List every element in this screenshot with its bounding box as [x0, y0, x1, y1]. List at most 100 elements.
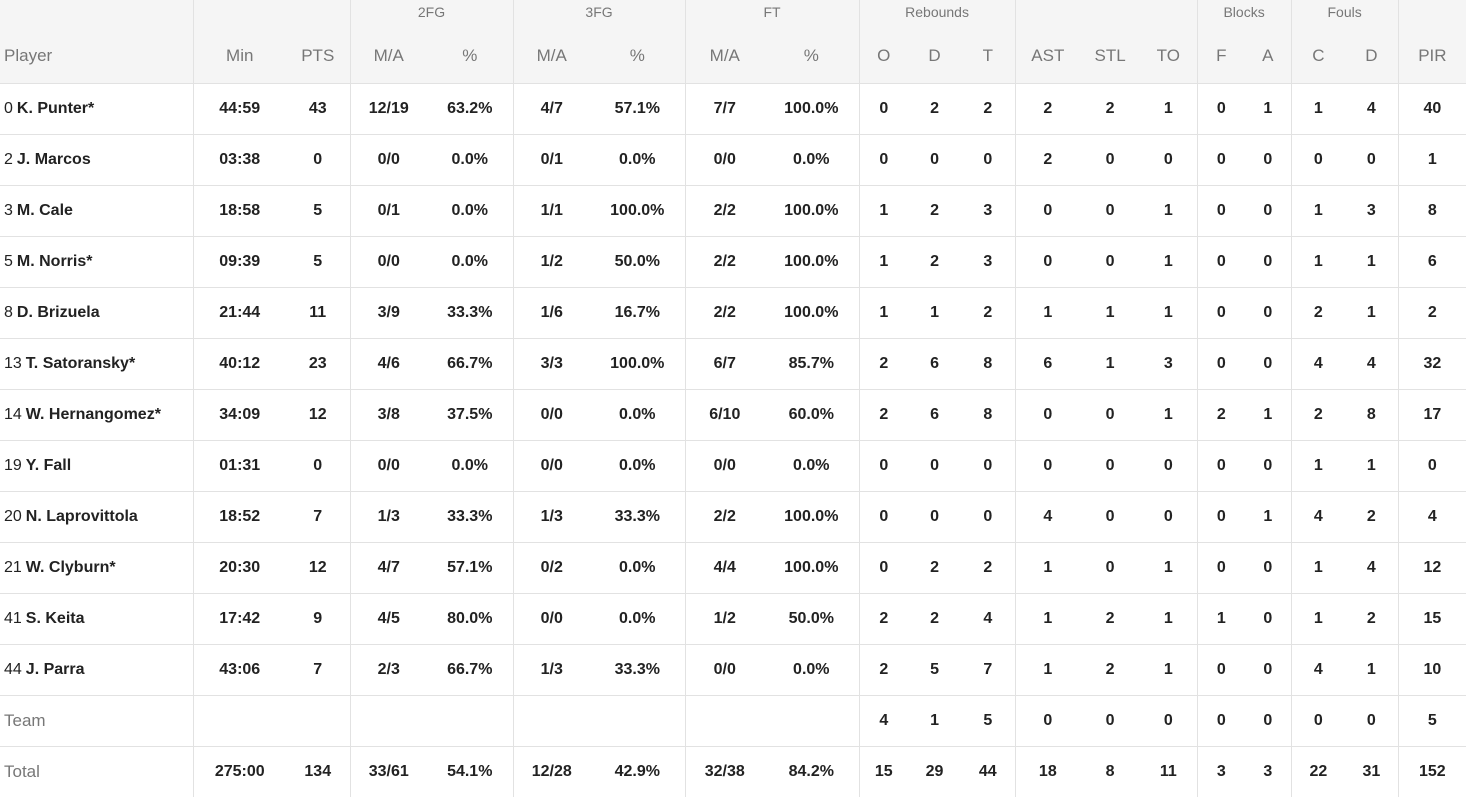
stat-stl: 2: [1080, 645, 1140, 696]
stat-reb-o: 2: [859, 594, 908, 645]
stat-ft-ma: 0/0: [685, 441, 764, 492]
stat-ft-ma: 2/2: [685, 492, 764, 543]
column-header-min[interactable]: Min: [193, 29, 286, 84]
stat-3fg-pct: 0.0%: [590, 441, 685, 492]
player-name[interactable]: M. Cale: [17, 202, 73, 219]
stat-blk-f: 0: [1197, 492, 1245, 543]
player-name[interactable]: W. Clyburn*: [26, 559, 116, 576]
stat-blk-a: 1: [1245, 390, 1291, 441]
column-header-pir[interactable]: PIR: [1398, 29, 1466, 84]
player-name[interactable]: M. Norris*: [17, 253, 93, 270]
stat-ft-pct: 100.0%: [764, 288, 859, 339]
player-number: 44: [4, 661, 22, 678]
column-header-to[interactable]: TO: [1140, 29, 1197, 84]
column-header-player[interactable]: Player: [0, 29, 193, 84]
column-header-2fg-pct[interactable]: %: [427, 29, 513, 84]
stat-foul-d: 8: [1345, 390, 1398, 441]
column-header-reb-o[interactable]: O: [859, 29, 908, 84]
stat-blk-a: 0: [1245, 594, 1291, 645]
column-header-pts[interactable]: PTS: [286, 29, 350, 84]
stat-ft-pct: 60.0%: [764, 390, 859, 441]
column-header-reb-t[interactable]: T: [961, 29, 1015, 84]
player-name[interactable]: Y. Fall: [26, 457, 71, 474]
player-name[interactable]: T. Satoransky*: [26, 355, 135, 372]
stat-min: 18:52: [193, 492, 286, 543]
stat-pir: 12: [1398, 543, 1466, 594]
stat-ft-ma: 6/7: [685, 339, 764, 390]
player-name[interactable]: N. Laprovittola: [26, 508, 138, 525]
stat-ast: 2: [1015, 84, 1080, 135]
stat-min: 34:09: [193, 390, 286, 441]
stat-foul-d: 1: [1345, 441, 1398, 492]
stat-stl: 0: [1080, 237, 1140, 288]
stat-min: 275:00: [193, 747, 286, 797]
stat-pir: 6: [1398, 237, 1466, 288]
player-name[interactable]: K. Punter*: [17, 100, 94, 117]
stat-reb-o: 0: [859, 135, 908, 186]
stat-foul-c: 1: [1291, 237, 1345, 288]
column-header-stl[interactable]: STL: [1080, 29, 1140, 84]
player-name[interactable]: W. Hernangomez*: [26, 406, 161, 423]
stat-ast: 1: [1015, 288, 1080, 339]
stat-reb-d: 6: [908, 339, 961, 390]
column-header-foul-c[interactable]: C: [1291, 29, 1345, 84]
stat-2fg-pct: 63.2%: [427, 84, 513, 135]
column-header-foul-d[interactable]: D: [1345, 29, 1398, 84]
stat-blk-f: 2: [1197, 390, 1245, 441]
stat-2fg-pct: 33.3%: [427, 288, 513, 339]
stat-to: 1: [1140, 84, 1197, 135]
stat-3fg-pct: 100.0%: [590, 186, 685, 237]
stat-blk-f: 0: [1197, 84, 1245, 135]
stat-reb-d: 2: [908, 594, 961, 645]
column-header-2fg-ma[interactable]: M/A: [350, 29, 427, 84]
player-name[interactable]: J. Parra: [26, 661, 85, 678]
column-header-3fg-pct[interactable]: %: [590, 29, 685, 84]
stat-pts: 0: [286, 135, 350, 186]
player-name[interactable]: S. Keita: [26, 610, 85, 627]
stat-reb-d: 0: [908, 135, 961, 186]
stat-blk-a: 1: [1245, 84, 1291, 135]
group-empty-pts: [286, 0, 350, 29]
stat-min: 44:59: [193, 84, 286, 135]
stat-3fg-pct: 16.7%: [590, 288, 685, 339]
stat-stl: 0: [1080, 441, 1140, 492]
stat-min: [193, 696, 286, 747]
stat-foul-d: 31: [1345, 747, 1398, 797]
player-name[interactable]: D. Brizuela: [17, 304, 100, 321]
stat-2fg-pct: 66.7%: [427, 645, 513, 696]
stat-3fg-ma: 1/3: [513, 492, 590, 543]
column-header-reb-d[interactable]: D: [908, 29, 961, 84]
stat-ft-ma: 4/4: [685, 543, 764, 594]
column-header-ft-pct[interactable]: %: [764, 29, 859, 84]
player-name[interactable]: J. Marcos: [17, 151, 91, 168]
stat-reb-t: 0: [961, 441, 1015, 492]
stat-blk-a: 0: [1245, 696, 1291, 747]
stat-blk-f: 1: [1197, 594, 1245, 645]
column-header-ast[interactable]: AST: [1015, 29, 1080, 84]
stat-blk-a: 0: [1245, 441, 1291, 492]
stat-3fg-ma: 0/1: [513, 135, 590, 186]
column-header-blk-f[interactable]: F: [1197, 29, 1245, 84]
stat-3fg-ma: 1/2: [513, 237, 590, 288]
column-header-ft-ma[interactable]: M/A: [685, 29, 764, 84]
stat-ast: 4: [1015, 492, 1080, 543]
column-header-blk-a[interactable]: A: [1245, 29, 1291, 84]
stat-3fg-pct: 42.9%: [590, 747, 685, 797]
stat-reb-t: 2: [961, 84, 1015, 135]
column-header-3fg-ma[interactable]: M/A: [513, 29, 590, 84]
stat-min: 40:12: [193, 339, 286, 390]
